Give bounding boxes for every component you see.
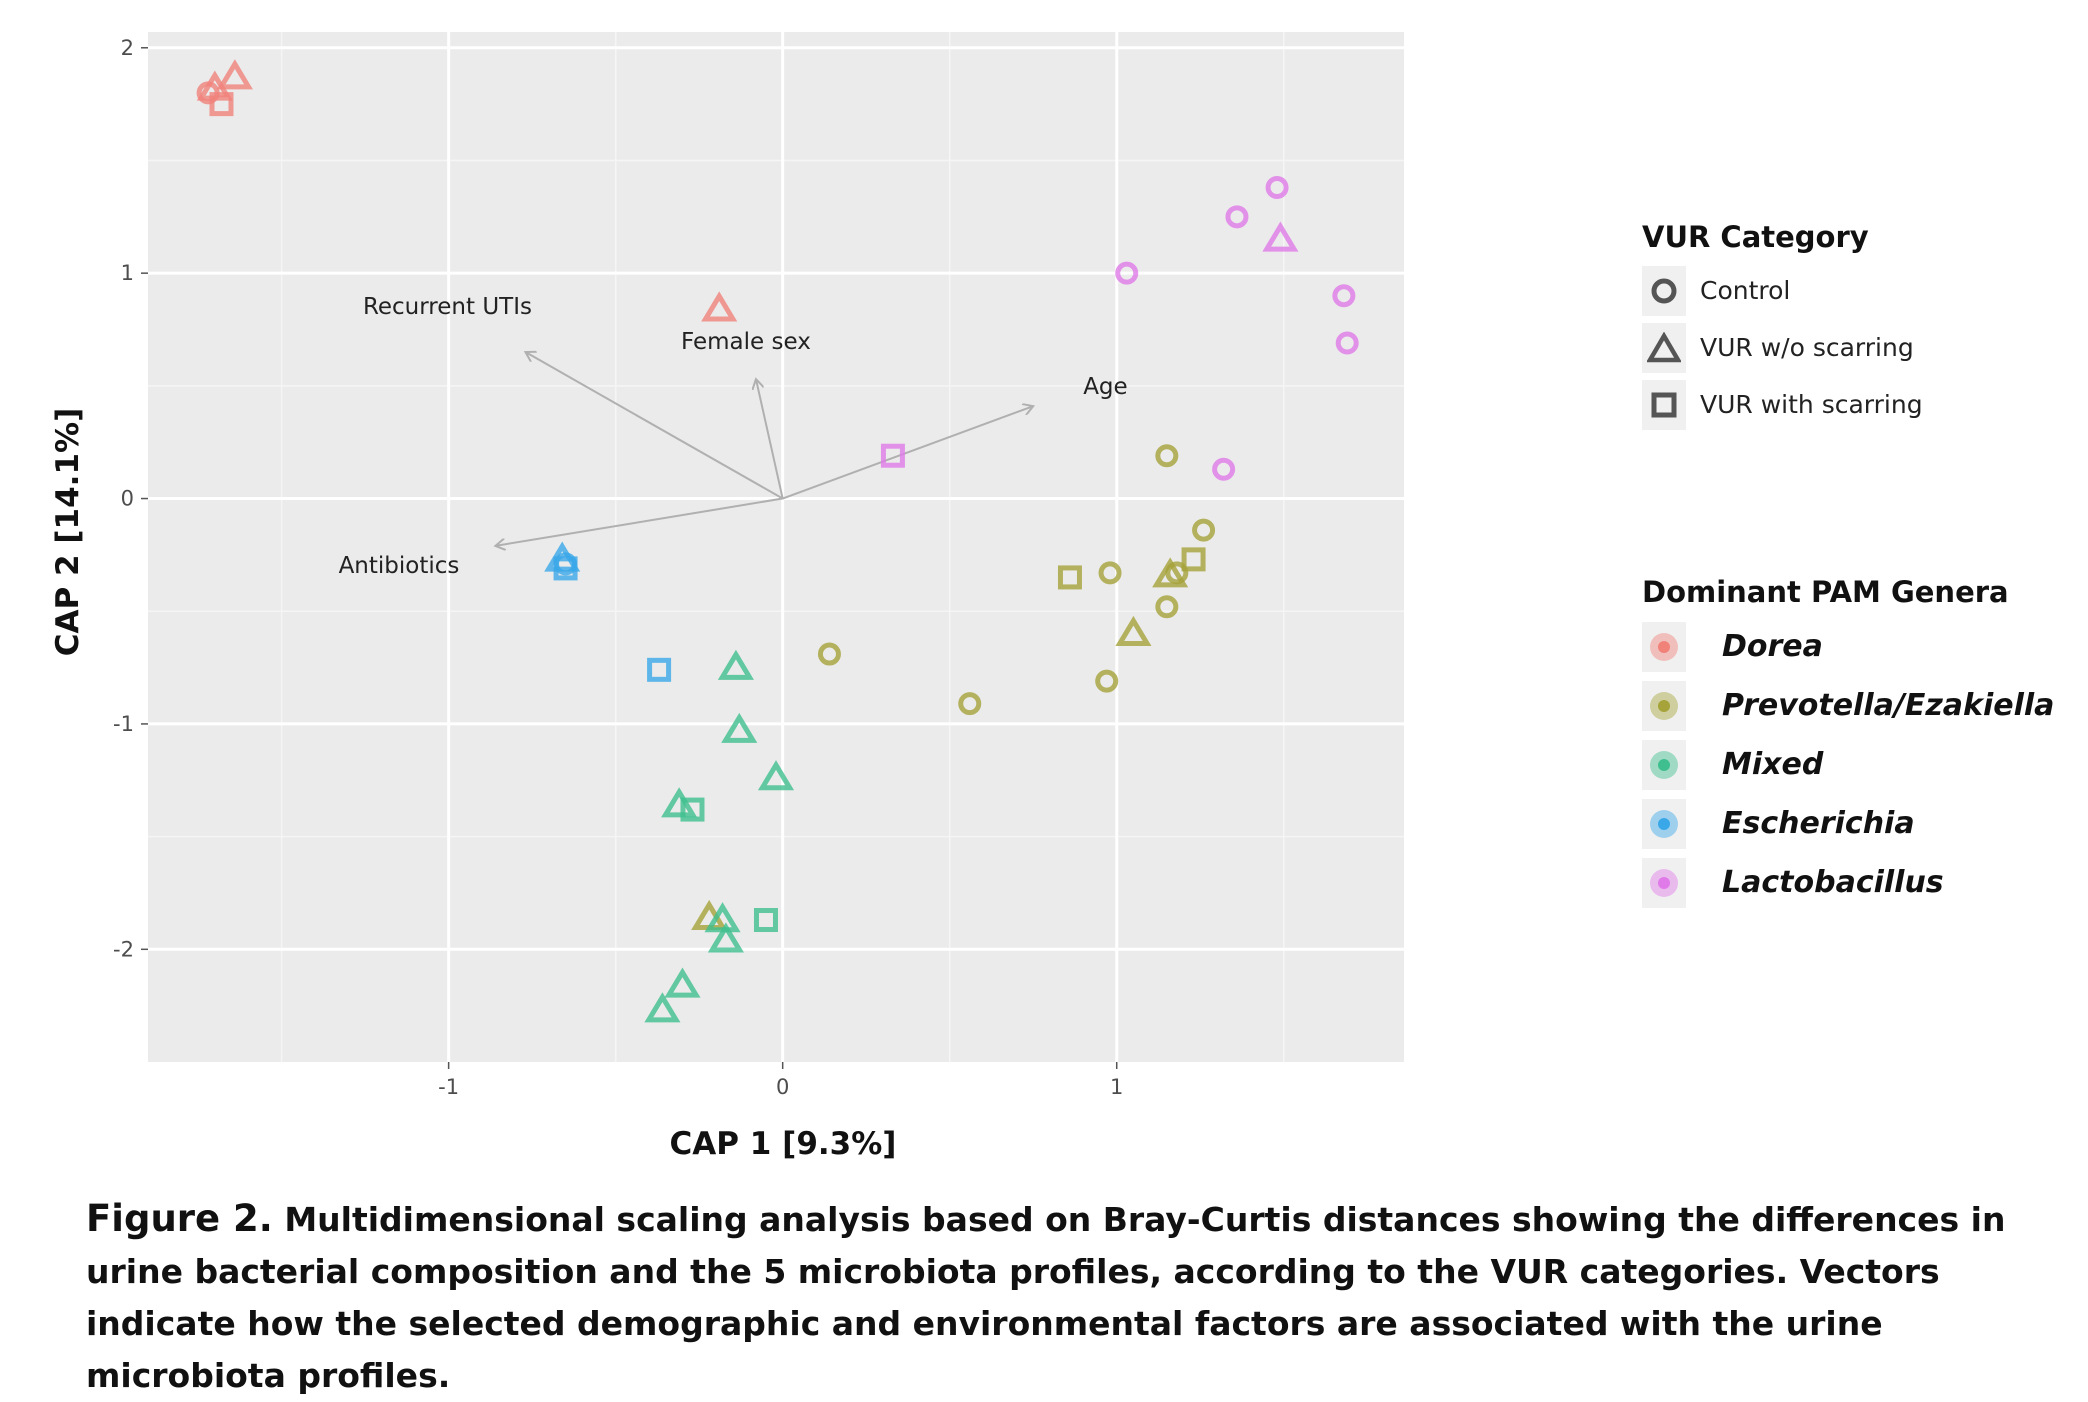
vector-arrow bbox=[525, 352, 784, 500]
point-vur-without-scarring bbox=[664, 967, 701, 998]
vur-legend-title: VUR Category bbox=[1642, 220, 1869, 254]
vector-label: Age bbox=[1083, 374, 1127, 400]
point-control bbox=[1165, 561, 1189, 585]
point-vur-with-scarring bbox=[753, 908, 778, 933]
point-vur-without-scarring bbox=[701, 291, 738, 322]
legend-label-vur-with-scarring: VUR with scarring bbox=[1700, 390, 1923, 419]
legend-label-escherichia: Escherichia bbox=[1722, 806, 1915, 841]
vector-label: Female sex bbox=[681, 329, 811, 355]
escherichia-color-key bbox=[1642, 798, 1686, 849]
major-gridlines bbox=[148, 32, 1404, 1062]
y-axis-title: CAP 2 [14.1%] bbox=[50, 408, 86, 657]
point-vur-without-scarring bbox=[1115, 615, 1152, 647]
y-tick-label: 1 bbox=[121, 261, 134, 285]
point-control bbox=[1155, 444, 1179, 468]
point-control bbox=[1225, 205, 1249, 229]
lactobacillus-color-key bbox=[1642, 857, 1686, 908]
point-control bbox=[1192, 518, 1216, 542]
legend-label-control: Control bbox=[1700, 276, 1791, 305]
square-key-icon bbox=[1642, 379, 1686, 430]
minor-gridlines bbox=[148, 32, 1404, 1062]
x-tick-label: 0 bbox=[776, 1075, 789, 1099]
x-tick-label: 1 bbox=[1110, 1075, 1123, 1099]
point-vur-with-scarring bbox=[880, 443, 905, 468]
point-control bbox=[1095, 669, 1119, 693]
point-control bbox=[1332, 284, 1356, 308]
vur-category-legend: VUR Category Control VUR w/o scarring VU… bbox=[1642, 220, 1923, 433]
dorea-color-key bbox=[1642, 621, 1686, 672]
figure-caption: Figure 2. Multidimensional scaling analy… bbox=[86, 1193, 2046, 1402]
vector-arrows: Recurrent UTIs Female sex Age Antibiotics bbox=[339, 294, 1128, 579]
prevotella-color-key bbox=[1642, 680, 1686, 731]
point-control bbox=[958, 692, 982, 716]
point-control bbox=[1098, 561, 1122, 585]
dominant-genera-legend: Dominant PAM Genera Dorea Prevotella/Eza… bbox=[1642, 575, 2054, 912]
point-control bbox=[1212, 457, 1236, 481]
point-control bbox=[817, 642, 841, 666]
point-vur-without-scarring bbox=[1152, 557, 1189, 588]
y-tick-label: 2 bbox=[121, 36, 134, 60]
legend-item-escherichia: Escherichia bbox=[1642, 794, 2054, 853]
point-vur-without-scarring bbox=[707, 922, 744, 953]
point-control bbox=[1335, 331, 1359, 355]
point-vur-with-scarring bbox=[553, 556, 578, 581]
x-axis-title: CAP 1 [9.3%] bbox=[670, 1126, 897, 1162]
axis-ticks: -1 0 1 2 1 0 -1 -2 bbox=[113, 36, 1123, 1099]
legend-label-lactobacillus: Lactobacillus bbox=[1722, 865, 1944, 900]
legend-label-prevotella: Prevotella/Ezakiella bbox=[1722, 688, 2055, 723]
point-vur-with-scarring bbox=[209, 92, 234, 117]
point-vur-without-scarring bbox=[717, 649, 754, 680]
point-vur-without-scarring bbox=[721, 712, 758, 743]
figure: -1 0 1 2 1 0 -1 -2 Recurrent UTIs Female sex Age A… bbox=[50, 32, 2054, 1162]
caption-text: Multidimensional scaling analysis based … bbox=[86, 1200, 2006, 1395]
legend-item-mixed: Mixed bbox=[1642, 735, 2054, 794]
point-vur-without-scarring bbox=[216, 59, 253, 90]
point-vur-with-scarring bbox=[647, 657, 672, 682]
legend-item-prevotella: Prevotella/Ezakiella bbox=[1642, 676, 2054, 735]
legend-label-dorea: Dorea bbox=[1722, 629, 1823, 664]
vector-arrow bbox=[756, 379, 784, 499]
x-tick-label: -1 bbox=[438, 1075, 459, 1099]
point-control bbox=[1155, 595, 1179, 619]
point-control bbox=[1115, 261, 1139, 285]
plot-panel bbox=[148, 32, 1404, 1062]
vector-label: Antibiotics bbox=[339, 553, 460, 579]
circle-key-icon bbox=[1642, 265, 1686, 316]
legend-item-vur-with-scarring: VUR with scarring bbox=[1642, 376, 1923, 433]
point-vur-with-scarring bbox=[1057, 565, 1082, 590]
triangle-key-icon bbox=[1642, 322, 1686, 373]
genera-legend-title: Dominant PAM Genera bbox=[1642, 575, 2009, 609]
point-vur-without-scarring bbox=[644, 992, 681, 1023]
y-tick-label: -2 bbox=[113, 937, 134, 961]
vector-label: Recurrent UTIs bbox=[363, 294, 532, 320]
point-vur-without-scarring bbox=[1262, 221, 1299, 252]
point-vur-without-scarring bbox=[757, 760, 795, 791]
figure-label: Figure 2. bbox=[86, 1197, 273, 1240]
legend-item-lactobacillus: Lactobacillus bbox=[1642, 853, 2054, 912]
legend-item-control: Control bbox=[1642, 262, 1923, 319]
scatter-plot: -1 0 1 2 1 0 -1 -2 Recurrent UTIs Female sex Age A… bbox=[50, 32, 1404, 1162]
vector-arrow bbox=[782, 406, 1034, 500]
data-points bbox=[196, 59, 1359, 1023]
legend-item-vur-without-scarring: VUR w/o scarring bbox=[1642, 319, 1923, 376]
vector-arrow bbox=[495, 497, 783, 546]
legend-label-vur-without-scarring: VUR w/o scarring bbox=[1700, 333, 1914, 362]
mixed-color-key bbox=[1642, 739, 1686, 790]
point-vur-with-scarring bbox=[680, 797, 705, 822]
point-vur-with-scarring bbox=[1181, 547, 1206, 572]
legend-label-mixed: Mixed bbox=[1722, 747, 1824, 782]
y-tick-label: -1 bbox=[113, 712, 134, 736]
point-vur-without-scarring bbox=[661, 787, 698, 818]
legend-item-dorea: Dorea bbox=[1642, 617, 2054, 676]
point-control bbox=[1265, 176, 1289, 200]
y-tick-label: 0 bbox=[121, 487, 134, 511]
